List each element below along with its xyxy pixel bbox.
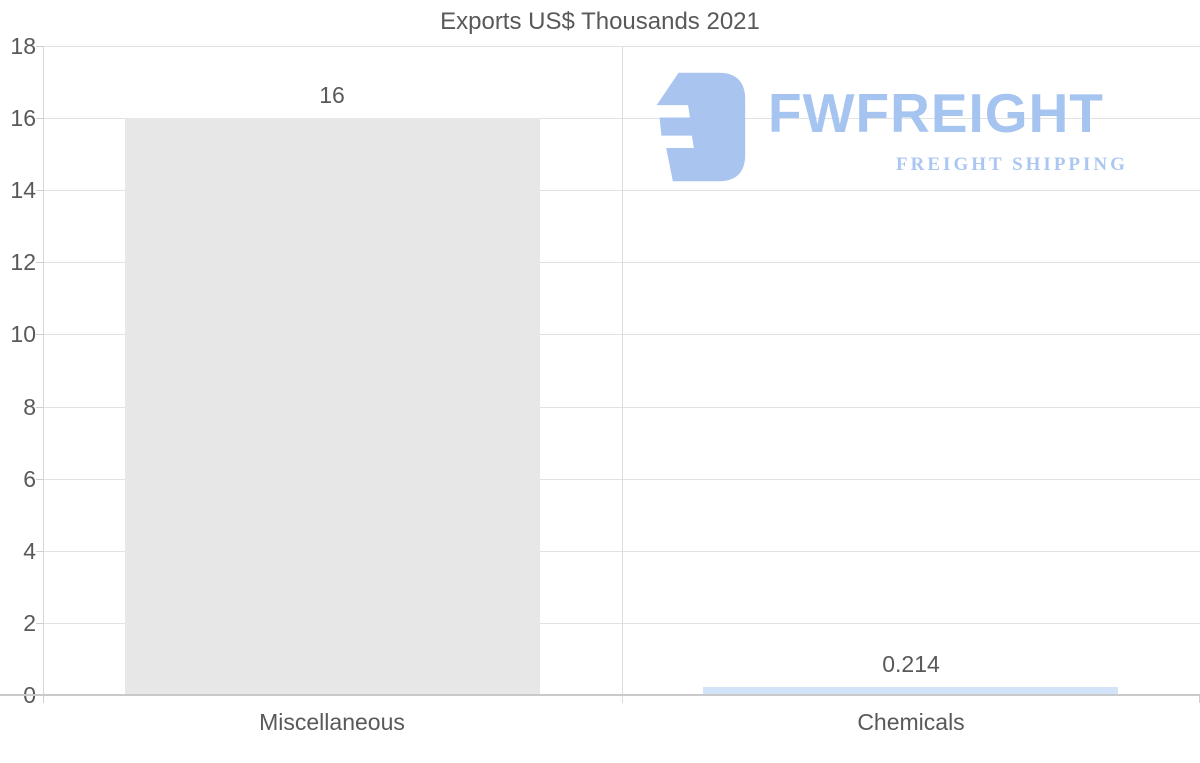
gridline-horizontal [43,190,1200,191]
category-boundary-gridline [622,46,623,703]
chart-title: Exports US$ Thousands 2021 [440,8,760,35]
x-axis-category-label: Miscellaneous [259,709,405,735]
y-axis-label: 18 [10,33,36,59]
y-axis-line [43,46,44,695]
x-axis-tick [43,695,44,703]
fwfreight-logo-icon [656,72,746,182]
y-axis-label: 16 [10,105,36,131]
gridline-horizontal [43,262,1200,263]
y-axis-tick [36,190,43,191]
y-axis-tick [36,623,43,624]
gridline-horizontal [43,46,1200,47]
bar-chemicals [703,687,1118,695]
y-axis-tick [36,118,43,119]
bar-miscellaneous [125,118,540,695]
y-axis-tick [36,334,43,335]
x-axis-line [0,694,1200,696]
gridline-horizontal [43,118,1200,119]
logo-tagline-text: FREIGHT SHIPPING [896,154,1128,175]
y-axis-label: 2 [23,610,36,636]
y-axis-label: 8 [23,394,36,420]
y-axis-label: 10 [10,321,36,347]
y-axis-tick [36,46,43,47]
y-axis-label: 6 [23,466,36,492]
gridline-horizontal [43,479,1200,480]
gridline-horizontal [43,407,1200,408]
y-axis-tick [36,479,43,480]
x-axis-category-label: Chemicals [857,709,965,735]
gridline-horizontal [43,623,1200,624]
gridline-horizontal [43,334,1200,335]
fwfreight-logo: FWFREIGHT FREIGHT SHIPPING [650,70,1150,185]
y-axis-tick [36,262,43,263]
y-axis-tick [36,551,43,552]
bar-value-label: 0.214 [882,651,940,677]
y-axis-label: 4 [23,538,36,564]
gridline-horizontal [43,551,1200,552]
logo-brand-text: FWFREIGHT [768,82,1104,144]
bar-value-label: 16 [319,82,345,108]
y-axis-label: 14 [10,177,36,203]
y-axis-label: 12 [10,249,36,275]
y-axis-tick [36,407,43,408]
